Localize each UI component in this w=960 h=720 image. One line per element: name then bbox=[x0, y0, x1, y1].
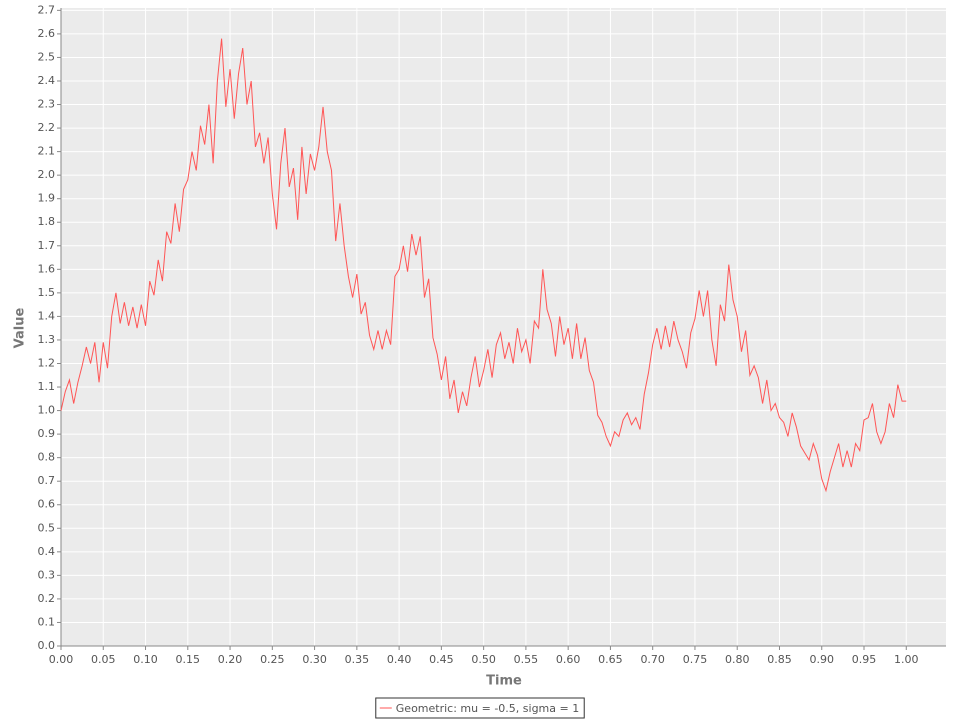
x-tick-label: 0.45 bbox=[429, 653, 454, 666]
x-tick-label: 0.35 bbox=[345, 653, 370, 666]
x-tick-label: 0.60 bbox=[556, 653, 581, 666]
x-tick-label: 0.40 bbox=[387, 653, 412, 666]
x-tick-label: 0.95 bbox=[852, 653, 877, 666]
x-tick-label: 0.25 bbox=[260, 653, 285, 666]
y-tick-label: 0.2 bbox=[38, 592, 56, 605]
y-tick-label: 2.5 bbox=[38, 50, 56, 63]
x-tick-label: 0.90 bbox=[809, 653, 834, 666]
x-tick-label: 0.50 bbox=[471, 653, 496, 666]
y-tick-label: 2.7 bbox=[38, 3, 56, 16]
y-tick-label: 1.6 bbox=[38, 262, 56, 275]
x-tick-label: 1.00 bbox=[894, 653, 919, 666]
x-tick-label: 0.75 bbox=[683, 653, 708, 666]
data-line bbox=[60, 38, 907, 493]
y-tick-label: 2.0 bbox=[38, 168, 56, 181]
y-tick-label: 0.7 bbox=[38, 474, 56, 487]
y-tick-label: 1.5 bbox=[38, 286, 56, 299]
legend-box bbox=[375, 697, 585, 719]
x-tick-label: 0.85 bbox=[767, 653, 792, 666]
legend-label: Geometric: mu = -0.5, sigma = 1 bbox=[396, 702, 579, 715]
x-axis-title: Time bbox=[486, 674, 522, 689]
plot-area bbox=[61, 8, 946, 646]
y-tick-label: 0.9 bbox=[38, 427, 56, 440]
x-tick-label: 0.00 bbox=[49, 653, 74, 666]
y-tick-label: 0.4 bbox=[38, 545, 56, 558]
y-tick-label: 2.6 bbox=[38, 27, 56, 40]
y-tick-label: 0.0 bbox=[38, 639, 56, 652]
x-tick-label: 0.55 bbox=[514, 653, 539, 666]
y-tick-label: 1.8 bbox=[38, 215, 56, 228]
x-tick-label: 0.10 bbox=[133, 653, 158, 666]
y-axis-title: Value bbox=[13, 307, 28, 348]
y-tick-label: 1.0 bbox=[38, 404, 56, 417]
y-tick-label: 0.6 bbox=[38, 498, 56, 511]
x-tick-label: 0.15 bbox=[176, 653, 201, 666]
x-tick-label: 0.05 bbox=[91, 653, 116, 666]
y-tick-label: 1.4 bbox=[38, 309, 56, 322]
y-tick-label: 1.2 bbox=[38, 356, 56, 369]
x-tick-label: 0.80 bbox=[725, 653, 750, 666]
y-tick-label: 1.3 bbox=[38, 333, 56, 346]
y-tick-label: 1.9 bbox=[38, 192, 56, 205]
x-tick-label: 0.30 bbox=[302, 653, 327, 666]
y-tick-label: 0.3 bbox=[38, 568, 56, 581]
y-tick-label: 2.2 bbox=[38, 121, 56, 134]
y-tick-label: 0.1 bbox=[38, 615, 56, 628]
y-tick-label: 0.8 bbox=[38, 451, 56, 464]
y-tick-label: 2.4 bbox=[38, 74, 56, 87]
y-tick-label: 2.1 bbox=[38, 145, 56, 158]
x-tick-label: 0.20 bbox=[218, 653, 243, 666]
x-tick-label: 0.70 bbox=[640, 653, 665, 666]
y-tick-label: 1.1 bbox=[38, 380, 56, 393]
x-tick-label: 0.65 bbox=[598, 653, 623, 666]
y-tick-label: 0.5 bbox=[38, 521, 56, 534]
y-tick-label: 2.3 bbox=[38, 98, 56, 111]
y-tick-label: 1.7 bbox=[38, 239, 56, 252]
